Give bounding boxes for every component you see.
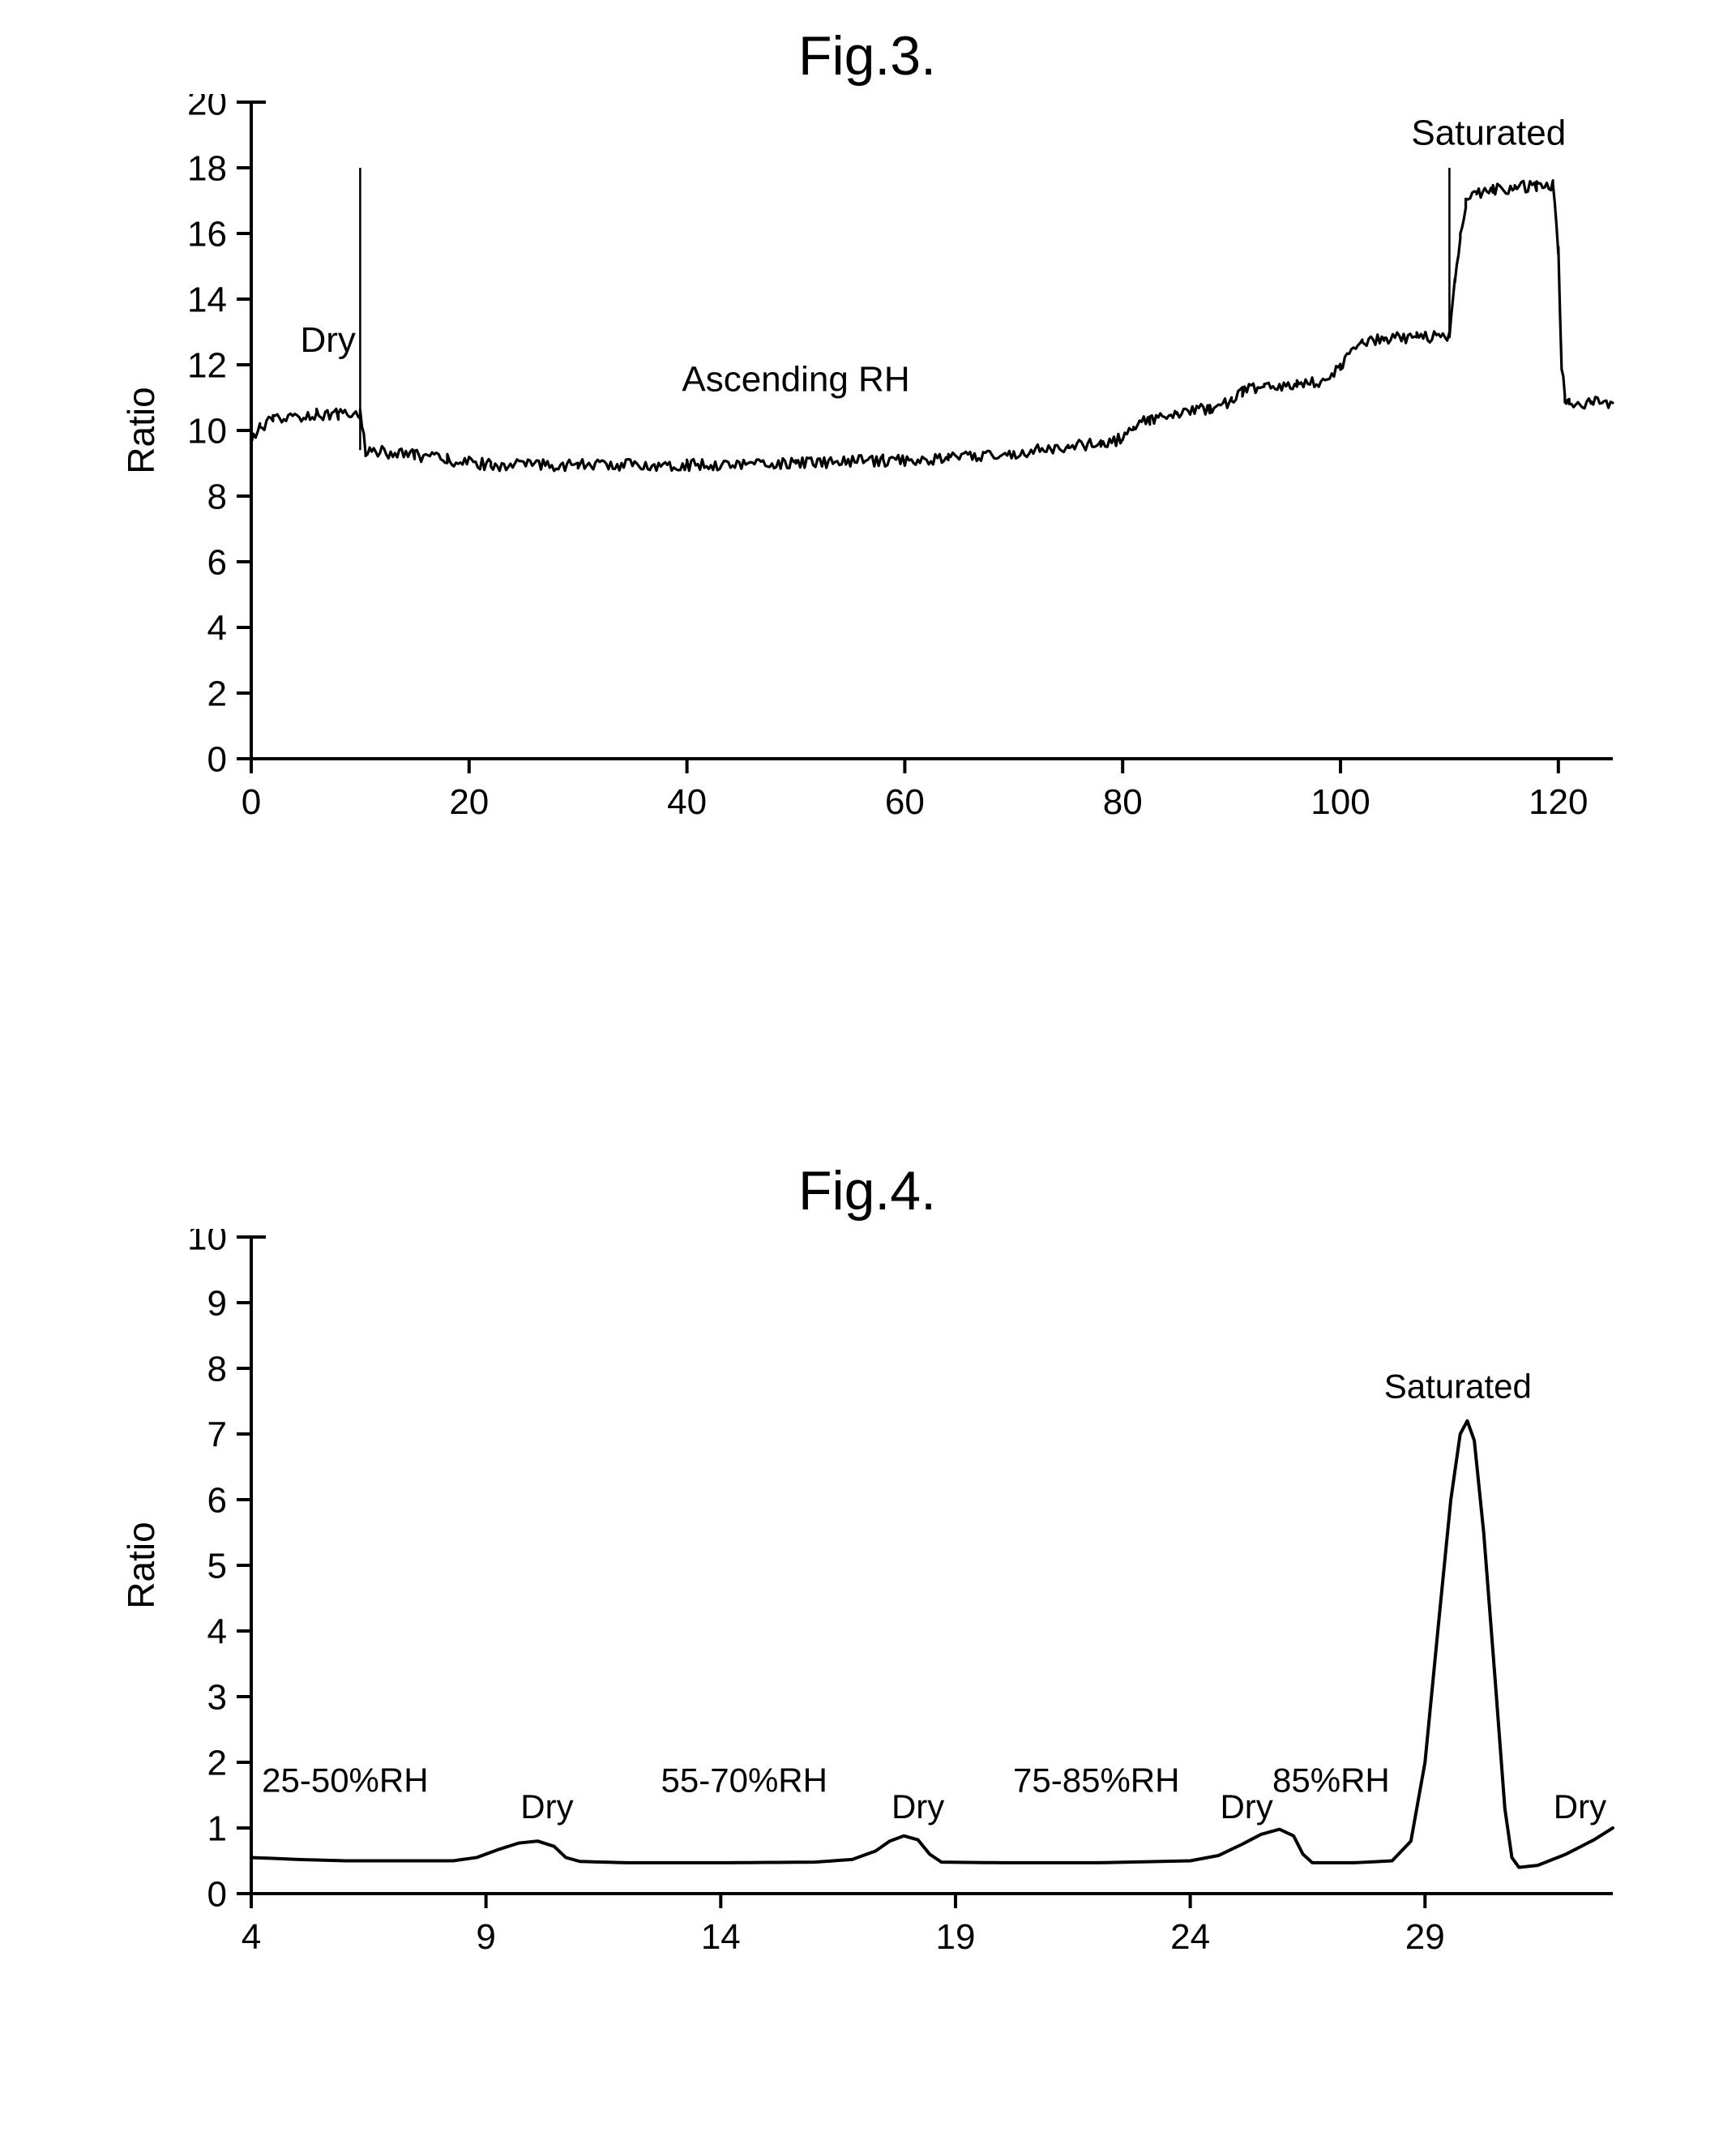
figure-3-svg: 0 2 4 6 8 10 12 14 16 18 20 0 20 40 60 80 100 120 Time min…: [97, 94, 1637, 840]
y-tick-label: 5: [207, 1546, 227, 1586]
y-tick-label: 1: [207, 1809, 227, 1848]
y-tick-label: 10: [187, 1229, 227, 1257]
y-axis-label: Ratio: [120, 1522, 162, 1608]
annotation: 85%RH: [1272, 1761, 1390, 1799]
x-tick-label: 29: [1405, 1917, 1445, 1957]
y-tick-label: 2: [207, 1743, 227, 1783]
annotation: Saturated: [1384, 1367, 1532, 1405]
y-tick-label: 7: [207, 1415, 227, 1454]
x-axis-label: Time mins: [847, 1968, 1017, 1975]
x-axis-label: Time mins: [847, 833, 1017, 840]
x-tick-label: 14: [701, 1917, 741, 1957]
annotation: Dry: [520, 1787, 573, 1826]
annotation: Dry: [300, 320, 355, 360]
x-tick-label: 40: [667, 782, 707, 822]
y-tick-label: 2: [207, 674, 227, 713]
y-tick-label: 20: [187, 94, 227, 122]
x-tick-label: 4: [242, 1917, 261, 1957]
figure-4-block: Fig.4. 0 1 2 3 4 5 6 7 8 9 10 4 9 14 19 24 29 Time mins Ra…: [97, 1159, 1637, 1975]
annotation: Dry: [1554, 1787, 1606, 1826]
y-tick-label: 4: [207, 608, 227, 648]
x-tick-label: 60: [885, 782, 925, 822]
page: Fig.3. 02468101214161820020406080100120T…: [0, 0, 1736, 2136]
x-tick-label: 0: [242, 782, 261, 822]
x-tick-label: 120: [1529, 782, 1588, 822]
y-tick-label: 9: [207, 1283, 227, 1323]
x-tick-label: 100: [1311, 782, 1370, 822]
figure-3-chart: 0 2 4 6 8 10 12 14 16 18 20 0 20 40 60 80 100 120 Time min…: [97, 94, 1637, 840]
annotation: Dry: [892, 1787, 944, 1826]
x-tick-label: 19: [935, 1917, 975, 1957]
y-tick-label: 18: [187, 148, 227, 188]
y-tick-label: 6: [207, 542, 227, 582]
y-tick-label: 6: [207, 1480, 227, 1520]
y-tick-label: 10: [187, 411, 227, 451]
figure-3-block: Fig.3. 0 2 4 6 8 10 12 14 16 18 20 0 20 40 60 80 100 120 T…: [97, 24, 1637, 840]
data-series: [251, 181, 1613, 471]
y-tick-label: 8: [207, 1349, 227, 1389]
annotation: 25-50%RH: [262, 1761, 428, 1799]
y-tick-label: 0: [207, 739, 227, 779]
annotation: 55-70%RH: [661, 1761, 827, 1799]
y-tick-label: 8: [207, 477, 227, 516]
y-axis-label: Ratio: [120, 387, 162, 473]
y-tick-label: 16: [187, 214, 227, 254]
x-tick-label: 9: [476, 1917, 495, 1957]
y-tick-label: 4: [207, 1612, 227, 1651]
y-tick-label: 12: [187, 345, 227, 385]
figure-4-svg: 0 1 2 3 4 5 6 7 8 9 10 4 9 14 19 24 29 Time mins Ratio 25-5…: [97, 1229, 1637, 1975]
annotation: 75-85%RH: [1013, 1761, 1179, 1799]
x-tick-label: 80: [1103, 782, 1143, 822]
x-tick-label: 20: [449, 782, 489, 822]
annotation: Dry: [1220, 1787, 1272, 1826]
x-tick-label: 24: [1170, 1917, 1210, 1957]
y-tick-label: 0: [207, 1874, 227, 1914]
y-tick-label: 14: [187, 280, 227, 319]
figure-4-title: Fig.4.: [97, 1159, 1637, 1222]
annotation: Saturated: [1411, 113, 1566, 153]
y-tick-label: 3: [207, 1677, 227, 1717]
figure-3-title: Fig.3.: [97, 24, 1637, 88]
annotation: Ascending RH: [682, 359, 909, 399]
figure-4-chart: 0 1 2 3 4 5 6 7 8 9 10 4 9 14 19 24 29 Time mins Ratio 25-5…: [97, 1229, 1637, 1975]
